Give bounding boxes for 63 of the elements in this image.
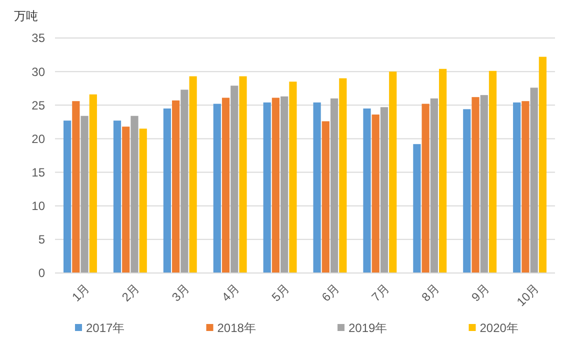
x-tick-label: 5月	[268, 281, 292, 304]
x-tick-label: 6月	[318, 281, 342, 304]
x-tick-label: 9月	[468, 281, 492, 304]
legend-label: 2017年	[86, 321, 125, 336]
bar	[480, 95, 488, 273]
bar	[122, 126, 130, 273]
y-tick-label: 10	[32, 199, 46, 214]
y-tick-label: 0	[38, 266, 46, 280]
bar	[80, 116, 88, 273]
y-tick-label: 30	[32, 64, 46, 79]
x-tick-label: 10月	[514, 281, 542, 309]
bar	[463, 109, 471, 273]
bar	[163, 108, 172, 273]
y-tick-label: 15	[32, 165, 46, 180]
bar	[472, 97, 480, 273]
bar	[380, 107, 388, 273]
bar	[239, 76, 247, 273]
bar	[289, 82, 297, 273]
bar	[339, 78, 347, 273]
bar	[330, 98, 338, 273]
bar	[313, 102, 321, 273]
bar	[280, 96, 288, 273]
y-tick-label: 25	[32, 98, 46, 112]
bar	[363, 108, 371, 273]
x-tick-label: 2月	[119, 281, 142, 304]
x-tick-label: 7月	[368, 281, 392, 304]
bar	[530, 88, 538, 273]
legend-label: 2018年	[217, 321, 256, 336]
bar	[213, 104, 221, 273]
y-tick-label: 5	[38, 232, 46, 247]
bar	[89, 94, 97, 273]
bar	[413, 144, 421, 273]
bar	[63, 120, 72, 273]
x-tick-label: 4月	[219, 281, 242, 304]
bar	[222, 98, 230, 273]
bar	[172, 100, 180, 273]
y-tick-label: 35	[32, 31, 46, 46]
bar	[438, 68, 447, 273]
bar	[272, 98, 280, 273]
bar	[430, 98, 438, 273]
bar	[488, 70, 497, 273]
bar	[113, 120, 122, 273]
bar	[230, 86, 238, 273]
legend-label: 2020年	[480, 321, 518, 336]
bar	[389, 72, 397, 273]
bar	[513, 102, 521, 273]
bar	[139, 128, 147, 273]
bar	[538, 56, 547, 273]
x-tick-label: 8月	[418, 281, 442, 304]
legend-label: 2019年	[348, 321, 388, 336]
bar	[522, 101, 530, 273]
x-tick-label: 3月	[169, 281, 192, 304]
bar	[372, 114, 380, 273]
bar	[263, 102, 271, 273]
bar	[422, 104, 430, 273]
bar	[180, 90, 188, 273]
x-tick-label: 1月	[69, 281, 92, 304]
bar	[72, 101, 80, 273]
y-tick-label: 20	[32, 132, 46, 146]
bar	[130, 116, 138, 273]
y-axis-title: 万吨	[14, 9, 38, 23]
bar	[189, 76, 197, 273]
bar	[322, 121, 330, 273]
